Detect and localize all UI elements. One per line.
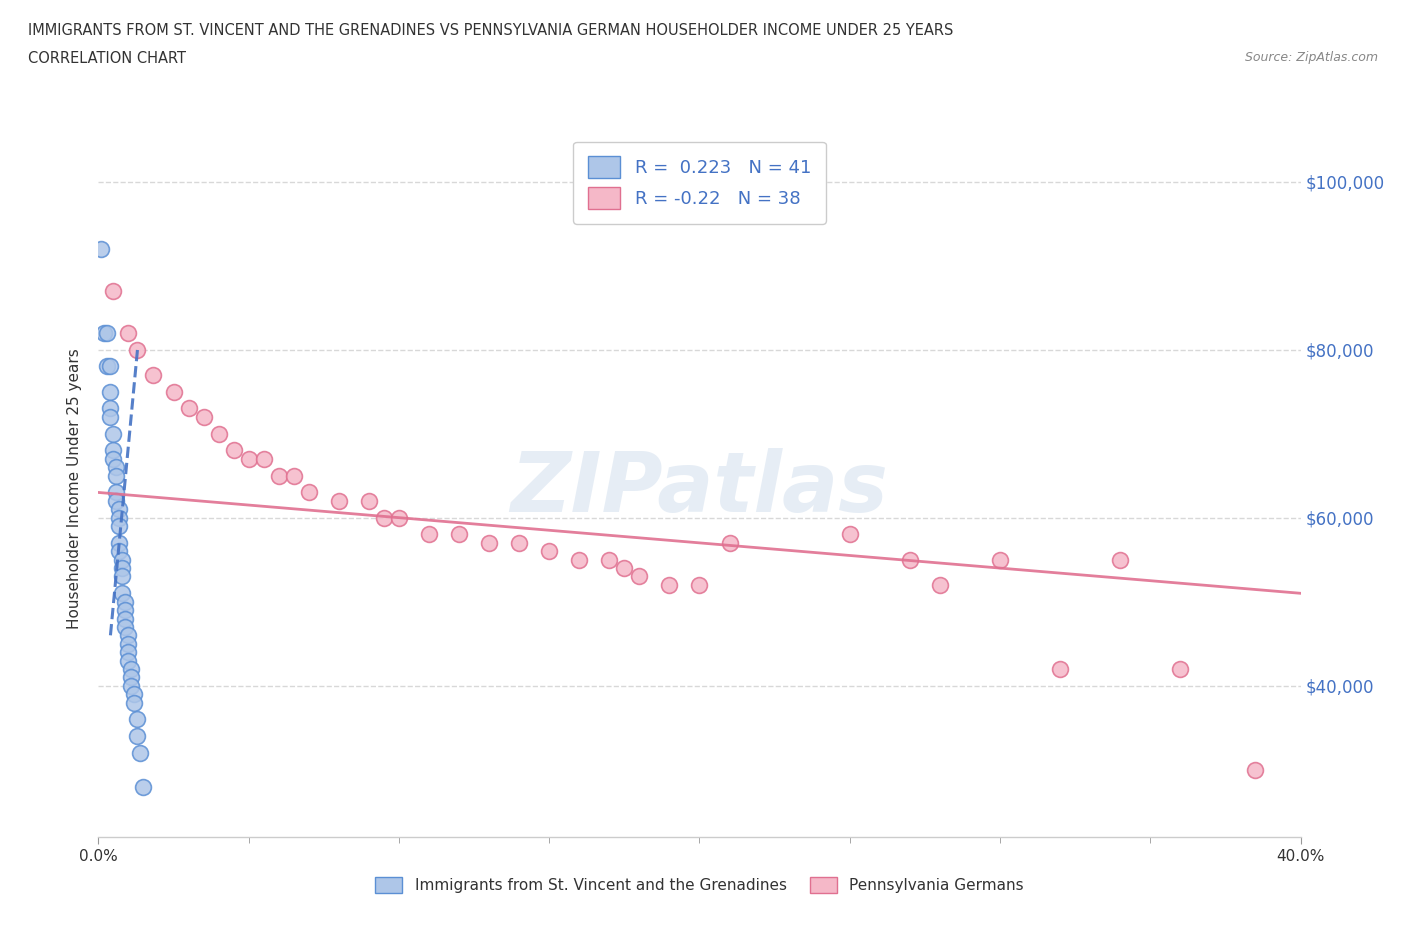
Point bbox=[508, 536, 530, 551]
Point bbox=[100, 401, 122, 416]
Point bbox=[105, 468, 128, 483]
Point bbox=[141, 367, 163, 382]
Point bbox=[613, 561, 636, 576]
Point bbox=[103, 443, 125, 458]
Point bbox=[283, 468, 305, 483]
Point bbox=[127, 711, 149, 726]
Point bbox=[447, 527, 470, 542]
Point bbox=[132, 779, 155, 794]
Point bbox=[103, 451, 125, 466]
Text: Source: ZipAtlas.com: Source: ZipAtlas.com bbox=[1244, 51, 1378, 64]
Point bbox=[124, 695, 146, 710]
Point bbox=[222, 443, 245, 458]
Text: ZIPatlas: ZIPatlas bbox=[510, 447, 889, 529]
Point bbox=[373, 511, 395, 525]
Point bbox=[105, 485, 128, 500]
Point bbox=[1109, 552, 1132, 567]
Point bbox=[121, 661, 143, 676]
Point bbox=[114, 611, 136, 626]
Point bbox=[103, 426, 125, 441]
Point bbox=[100, 384, 122, 399]
Point bbox=[388, 511, 411, 525]
Point bbox=[838, 527, 860, 542]
Point bbox=[121, 670, 143, 684]
Text: CORRELATION CHART: CORRELATION CHART bbox=[28, 51, 186, 66]
Point bbox=[478, 536, 501, 551]
Point bbox=[117, 644, 139, 659]
Point bbox=[103, 284, 125, 299]
Point bbox=[100, 409, 122, 424]
Point bbox=[988, 552, 1011, 567]
Point bbox=[208, 426, 231, 441]
Point bbox=[238, 451, 260, 466]
Point bbox=[357, 494, 380, 509]
Point bbox=[108, 502, 131, 517]
Point bbox=[177, 401, 200, 416]
Point bbox=[898, 552, 921, 567]
Point bbox=[929, 578, 952, 592]
Point bbox=[298, 485, 321, 500]
Point bbox=[121, 678, 143, 693]
Point bbox=[267, 468, 290, 483]
Point bbox=[1170, 661, 1192, 676]
Legend: Immigrants from St. Vincent and the Grenadines, Pennsylvania Germans: Immigrants from St. Vincent and the Gren… bbox=[368, 870, 1031, 899]
Point bbox=[100, 359, 122, 374]
Point bbox=[93, 326, 115, 340]
Point bbox=[108, 511, 131, 525]
Point bbox=[129, 746, 152, 761]
Point bbox=[1244, 763, 1267, 777]
Point bbox=[1049, 661, 1071, 676]
Point bbox=[105, 494, 128, 509]
Point bbox=[124, 686, 146, 701]
Point bbox=[90, 241, 112, 256]
Point bbox=[108, 544, 131, 559]
Point bbox=[598, 552, 620, 567]
Point bbox=[117, 653, 139, 668]
Point bbox=[568, 552, 591, 567]
Point bbox=[117, 326, 139, 340]
Point bbox=[105, 459, 128, 474]
Point bbox=[96, 359, 118, 374]
Point bbox=[114, 619, 136, 634]
Point bbox=[96, 326, 118, 340]
Point bbox=[127, 729, 149, 744]
Point bbox=[628, 569, 651, 584]
Point bbox=[127, 342, 149, 357]
Point bbox=[117, 628, 139, 643]
Point bbox=[114, 603, 136, 618]
Point bbox=[538, 544, 561, 559]
Point bbox=[162, 384, 184, 399]
Point bbox=[108, 536, 131, 551]
Point bbox=[658, 578, 681, 592]
Point bbox=[111, 552, 134, 567]
Point bbox=[689, 578, 711, 592]
Point bbox=[253, 451, 276, 466]
Point bbox=[111, 561, 134, 576]
Point bbox=[111, 569, 134, 584]
Y-axis label: Householder Income Under 25 years: Householder Income Under 25 years bbox=[67, 348, 83, 629]
Point bbox=[418, 527, 440, 542]
Point bbox=[718, 536, 741, 551]
Point bbox=[114, 594, 136, 609]
Point bbox=[117, 636, 139, 651]
Point bbox=[328, 494, 350, 509]
Point bbox=[193, 409, 215, 424]
Text: IMMIGRANTS FROM ST. VINCENT AND THE GRENADINES VS PENNSYLVANIA GERMAN HOUSEHOLDE: IMMIGRANTS FROM ST. VINCENT AND THE GREN… bbox=[28, 23, 953, 38]
Point bbox=[111, 586, 134, 601]
Point bbox=[108, 519, 131, 534]
